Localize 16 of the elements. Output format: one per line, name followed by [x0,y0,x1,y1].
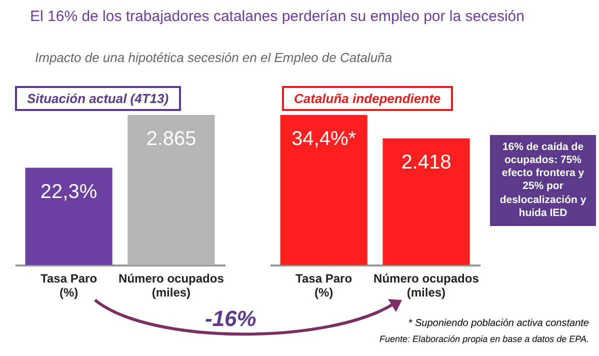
chart-title: Cataluña independiente [282,86,453,111]
chart-title: Situación actual (4T13) [15,86,181,111]
text: 16% de caída de ocupados: 75% efecto frontera y 25% por deslocalización y huida IED [490,135,596,226]
data-label: 34,4%* [292,128,356,150]
x-tick-label: Tasa Paro (%) [296,272,352,300]
data-label: 2.418 [401,151,452,174]
text: Impacto de una hipotética secesión en el Empleo de Cataluña [35,50,392,65]
data-label: 2.865 [146,128,196,150]
text: * Suponiendo población activa constante [408,318,589,329]
x-tick-label: Tasa Paro (%) [40,272,98,300]
text: El 16% de los trabajadores catalanes perderían su empleo por la secesión [30,8,524,25]
text: -16% [205,306,256,332]
data-label: 22,3% [40,180,98,203]
x-tick-label: Número ocupados (miles) [374,272,480,300]
source-note: Fuente: Elaboración propia en base a datos de EPA. [380,334,589,344]
x-tick-label: Número ocupados (miles) [118,272,224,300]
